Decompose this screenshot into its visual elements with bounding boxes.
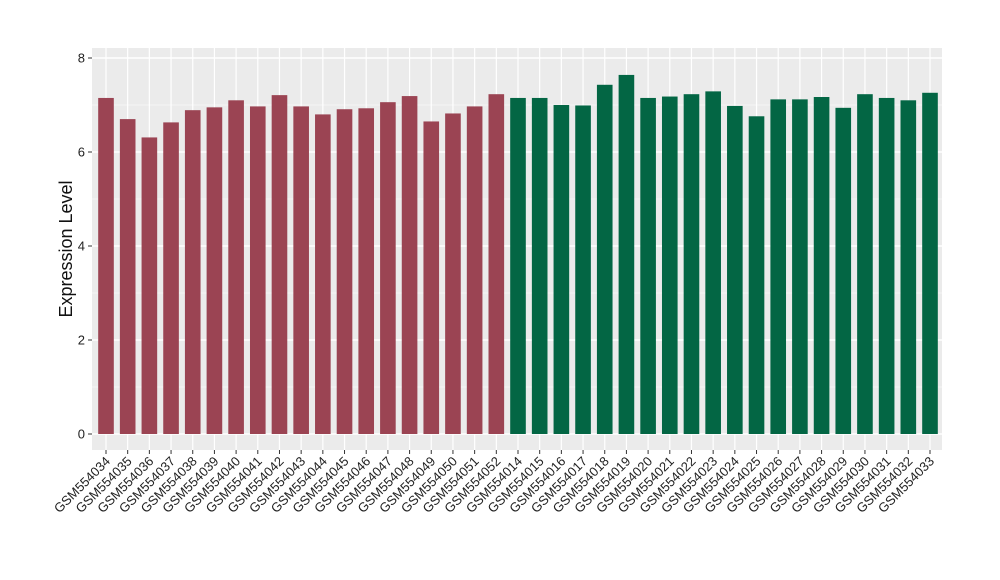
bar — [618, 74, 635, 435]
bar — [835, 107, 852, 434]
y-tick-label: 6 — [78, 145, 85, 160]
bar — [249, 106, 266, 434]
bar — [423, 121, 440, 434]
bar — [531, 97, 548, 434]
bar — [98, 97, 114, 434]
bar — [163, 122, 179, 434]
bar — [336, 109, 353, 434]
y-tick-label: 4 — [78, 239, 85, 254]
bar — [466, 106, 483, 434]
bar — [878, 97, 895, 434]
y-axis-title: Expression Level — [56, 180, 76, 317]
bar — [813, 97, 830, 434]
bar — [445, 113, 461, 435]
bar — [380, 102, 396, 435]
bar — [271, 95, 288, 434]
bar — [575, 105, 591, 434]
bar — [640, 97, 656, 434]
bar — [857, 94, 873, 434]
bar — [792, 99, 808, 435]
bar — [770, 99, 787, 435]
bar — [900, 100, 917, 435]
bar — [141, 137, 158, 434]
bar — [358, 108, 375, 434]
bar — [293, 106, 309, 434]
bar — [510, 97, 526, 434]
bar — [206, 107, 223, 434]
bar — [727, 105, 743, 434]
bar — [488, 94, 505, 434]
bar — [596, 84, 613, 434]
bar — [683, 94, 700, 434]
x-axis: GSM554034GSM554035GSM554036GSM554037GSM5… — [51, 450, 937, 516]
bar — [705, 91, 721, 435]
bar — [748, 116, 765, 434]
bar — [553, 105, 570, 434]
bar — [228, 100, 244, 435]
y-tick-label: 8 — [78, 51, 85, 66]
bars — [98, 74, 938, 435]
y-axis: 0 2 4 6 8 — [78, 51, 92, 442]
bar — [315, 114, 331, 435]
bar — [184, 110, 201, 435]
bar — [661, 96, 678, 434]
y-tick-label: 0 — [78, 427, 85, 442]
bar — [119, 119, 136, 434]
bar — [922, 92, 938, 434]
bar — [401, 96, 418, 434]
y-tick-label: 2 — [78, 333, 85, 348]
